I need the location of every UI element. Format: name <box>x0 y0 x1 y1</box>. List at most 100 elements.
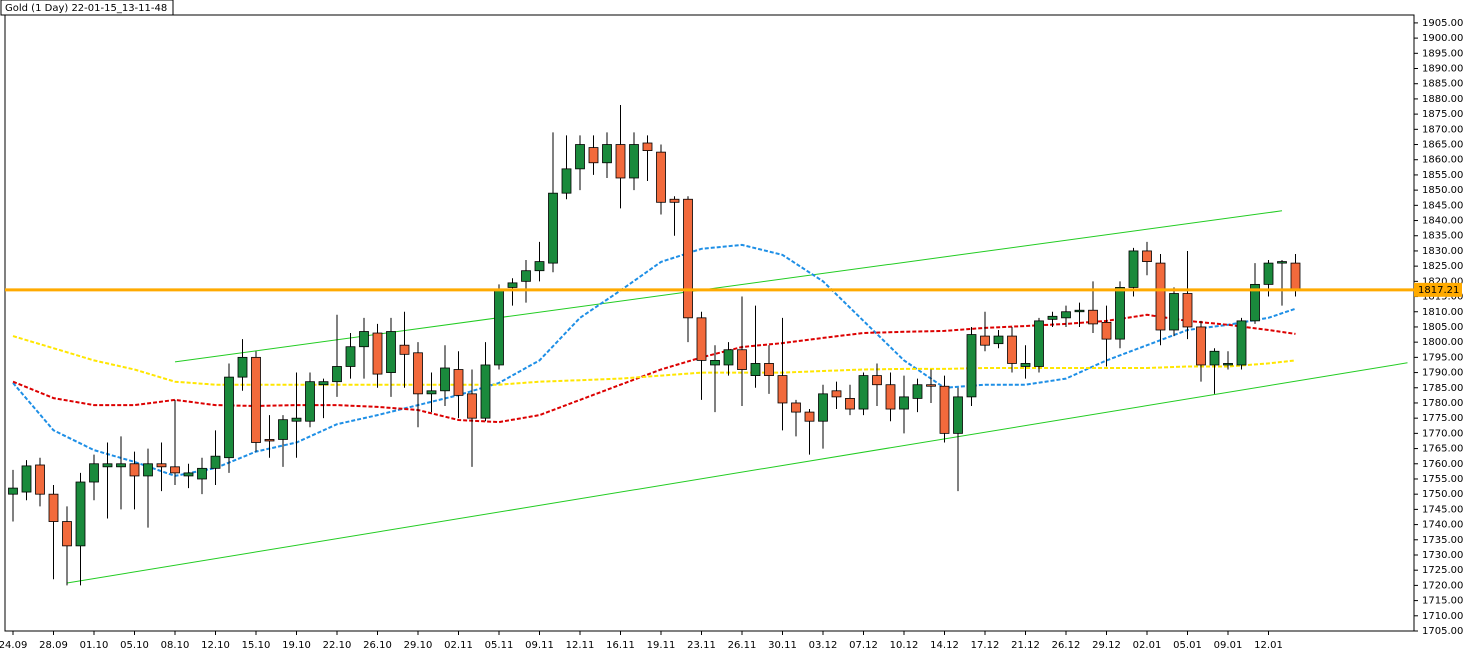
y-tick-label: 1720.00 <box>1422 580 1463 591</box>
candle-body <box>669 198 680 203</box>
candle-body <box>35 464 45 495</box>
y-tick-label: 1800.00 <box>1422 337 1463 348</box>
candle-body <box>1223 363 1233 366</box>
y-tick-label: 1775.00 <box>1422 413 1463 424</box>
candle-body <box>102 463 113 468</box>
candle-body <box>467 393 477 419</box>
y-tick-label: 1730.00 <box>1422 550 1463 561</box>
candle-body <box>413 352 423 395</box>
candle-body <box>656 151 666 203</box>
x-tick-label: 21.12 <box>1011 640 1040 651</box>
x-tick-label: 19.10 <box>282 640 311 651</box>
candle-body <box>291 417 302 422</box>
y-tick-label: 1725.00 <box>1422 565 1463 576</box>
y-tick-label: 1860.00 <box>1422 155 1463 166</box>
candle-body <box>1128 250 1139 288</box>
x-tick-label: 17.12 <box>971 640 1000 651</box>
candle-body <box>831 390 842 398</box>
x-tick-label: 02.01 <box>1133 640 1162 651</box>
candle-body <box>818 393 828 422</box>
y-tick-label: 1840.00 <box>1422 216 1463 227</box>
candle-body <box>1020 363 1031 367</box>
candle-body <box>48 493 59 522</box>
y-tick-label: 1790.00 <box>1422 368 1463 379</box>
candle-body <box>521 270 531 282</box>
y-tick-label: 1715.00 <box>1422 596 1463 607</box>
candle-body <box>1101 321 1112 340</box>
y-tick-label: 1865.00 <box>1422 140 1463 151</box>
candle-body <box>899 396 909 410</box>
candle-body <box>507 282 518 288</box>
x-tick-label: 30.11 <box>768 640 797 651</box>
candle-body <box>926 384 936 387</box>
x-tick-label: 26.11 <box>728 640 757 651</box>
y-tick-label: 1820.00 <box>1422 276 1463 287</box>
y-tick-label: 1895.00 <box>1422 48 1463 59</box>
candle-body <box>602 144 612 164</box>
candle-body <box>791 402 801 413</box>
y-tick-label: 1845.00 <box>1422 200 1463 211</box>
candle-body <box>116 463 126 468</box>
candle-body <box>143 463 153 477</box>
candle-body <box>183 472 194 477</box>
candle-body <box>1115 287 1125 340</box>
y-tick-label: 1825.00 <box>1422 261 1463 272</box>
candle-body <box>750 363 761 377</box>
candle-body <box>237 356 248 378</box>
x-tick-label: 12.11 <box>566 640 595 651</box>
candle-body <box>426 390 437 395</box>
y-tick-label: 1710.00 <box>1422 611 1463 622</box>
candle-body <box>372 332 383 375</box>
candle-body <box>629 144 639 179</box>
candle-body <box>858 375 869 410</box>
x-tick-label: 05.10 <box>120 640 149 651</box>
candle-body <box>278 419 288 440</box>
candle-body <box>156 463 167 468</box>
y-tick-label: 1755.00 <box>1422 474 1463 485</box>
candle-body <box>251 356 261 443</box>
candle-body <box>642 142 653 152</box>
candle-body <box>305 381 315 422</box>
x-tick-label: 26.12 <box>1052 640 1081 651</box>
candle-body <box>939 385 950 434</box>
x-tick-label: 14.12 <box>930 640 959 651</box>
x-tick-label: 05.01 <box>1173 640 1202 651</box>
candle-body <box>8 487 18 495</box>
candle-body <box>224 376 234 459</box>
x-tick-label: 03.12 <box>809 640 838 651</box>
candle-body <box>615 144 626 179</box>
x-tick-label: 23.11 <box>687 640 716 651</box>
candle-body <box>561 168 572 194</box>
candle-body <box>696 317 707 361</box>
candle-body <box>1290 262 1301 291</box>
candle-body <box>453 369 464 396</box>
candle-body <box>170 466 180 474</box>
candle-body <box>885 384 896 410</box>
candle-body <box>1142 250 1152 262</box>
candle-body <box>575 144 585 170</box>
candle-body <box>737 349 747 370</box>
y-tick-label: 1815.00 <box>1422 292 1463 303</box>
candle-body <box>912 384 923 399</box>
x-tick-label: 12.10 <box>201 640 230 651</box>
y-tick-label: 1780.00 <box>1422 398 1463 409</box>
candle-body <box>1034 320 1044 367</box>
candle-body <box>345 346 356 367</box>
candle-body <box>1169 293 1179 331</box>
chart-title: Gold (1 Day) 22-01-15_13-11-48 <box>5 3 167 14</box>
x-tick-label: 01.10 <box>80 640 109 651</box>
candle-body <box>1088 309 1098 325</box>
x-tick-label: 24.09 <box>0 640 27 651</box>
candle-body <box>386 331 396 373</box>
candle-body <box>129 463 140 477</box>
candle-body <box>1182 293 1193 328</box>
x-tick-label: 05.11 <box>485 640 514 651</box>
candle-body <box>264 439 275 442</box>
candle-body <box>1155 262 1166 331</box>
candle-body <box>1209 350 1220 366</box>
y-tick-label: 1750.00 <box>1422 489 1463 500</box>
y-tick-label: 1745.00 <box>1422 504 1463 515</box>
candle-body <box>588 147 599 164</box>
candle-body <box>872 375 882 386</box>
candle-body <box>1196 326 1206 366</box>
